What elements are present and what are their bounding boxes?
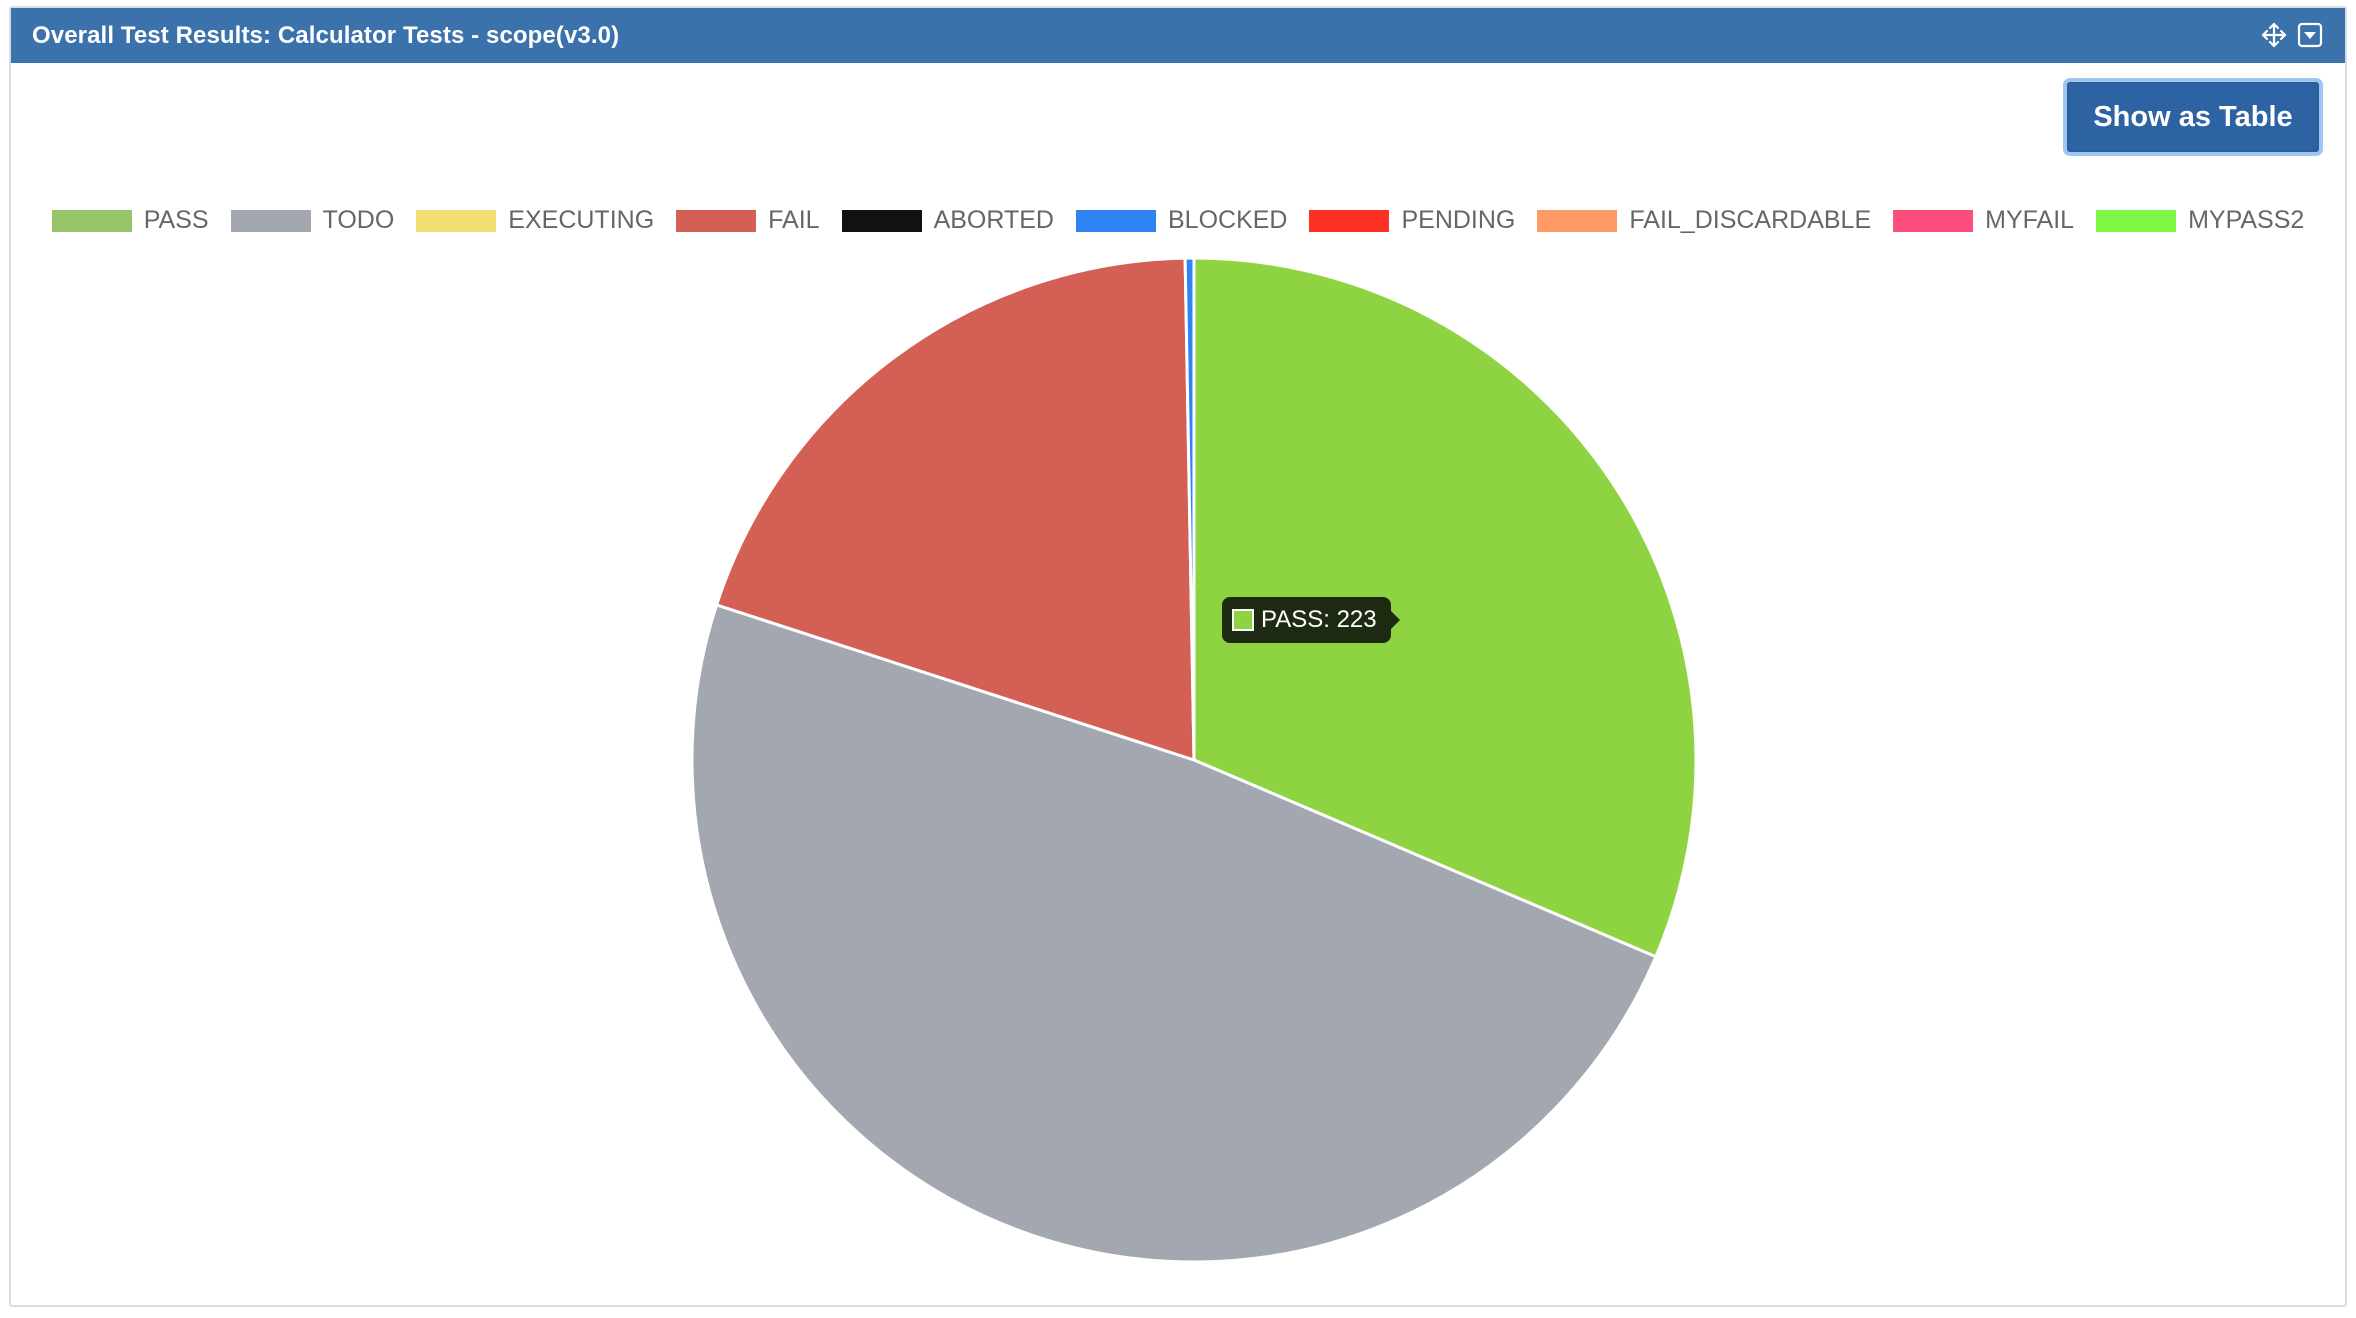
chart-tooltip: PASS: 223 (1222, 597, 1400, 643)
legend-label: FAIL (768, 206, 820, 234)
pie-slice-blocked[interactable] (1183, 256, 1196, 761)
chart-legend: PASS TODO EXECUTING FAIL ABORTED BLOCKED PENDI… (0, 206, 2356, 235)
tooltip-text: PASS: 223 (1261, 606, 1377, 633)
legend-item-blocked[interactable]: BLOCKED (1075, 206, 1288, 235)
legend-label: MYPASS2 (2188, 206, 2305, 234)
panel-title: Overall Test Results: Calculator Tests -… (32, 21, 620, 49)
move-icon[interactable] (2261, 22, 2287, 48)
legend-label: PASS (143, 206, 209, 234)
legend-item-pass[interactable]: PASS (51, 206, 209, 235)
legend-swatch (1075, 209, 1156, 232)
legend-swatch (676, 209, 757, 232)
pie-slice-fail[interactable] (714, 256, 1196, 763)
dropdown-icon[interactable] (2297, 22, 2323, 48)
legend-label: BLOCKED (1167, 206, 1288, 234)
legend-item-fail-discardable[interactable]: FAIL_DISCARDABLE (1537, 206, 1871, 235)
legend-label: TODO (322, 206, 395, 234)
legend-item-pending[interactable]: PENDING (1309, 206, 1515, 235)
legend-swatch (841, 209, 922, 232)
legend-swatch (230, 209, 311, 232)
legend-item-myfail[interactable]: MYFAIL (1893, 206, 2074, 235)
pie-slice-todo[interactable] (690, 602, 1658, 1264)
legend-item-aborted[interactable]: ABORTED (841, 206, 1054, 235)
legend-swatch (51, 209, 132, 232)
legend-swatch (1537, 209, 1618, 232)
legend-label: MYFAIL (1985, 206, 2075, 234)
legend-item-fail[interactable]: FAIL (676, 206, 820, 235)
legend-label: FAIL_DISCARDABLE (1629, 206, 1872, 234)
legend-swatch (2096, 209, 2177, 232)
legend-label: PENDING (1401, 206, 1516, 234)
header-icons (2261, 22, 2323, 48)
legend-label: EXECUTING (508, 206, 655, 234)
legend-swatch (416, 209, 497, 232)
legend-label: ABORTED (933, 206, 1054, 234)
legend-item-mypass2[interactable]: MYPASS2 (2096, 206, 2304, 235)
pie-slice-pass[interactable] (1192, 256, 1698, 959)
tooltip-swatch (1232, 609, 1254, 631)
legend-swatch (1893, 209, 1974, 232)
panel-header: Overall Test Results: Calculator Tests -… (11, 8, 2345, 63)
legend-swatch (1309, 209, 1390, 232)
show-as-table-button[interactable]: Show as Table (2063, 78, 2323, 156)
legend-item-executing[interactable]: EXECUTING (416, 206, 654, 235)
legend-item-todo[interactable]: TODO (230, 206, 395, 235)
